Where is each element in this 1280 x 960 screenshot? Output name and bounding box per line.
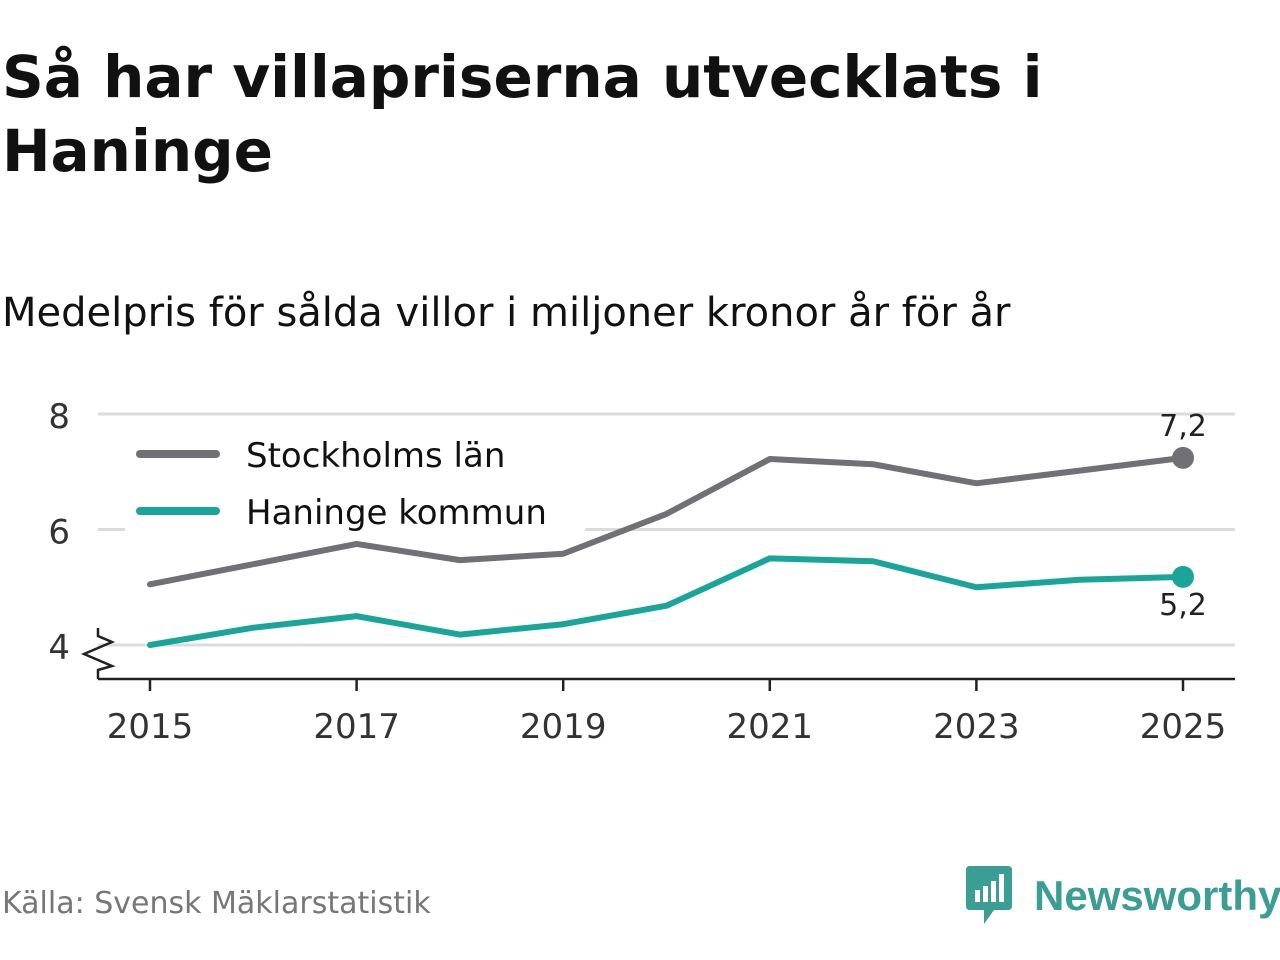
series-line-0 xyxy=(147,454,1186,588)
x-tick-label: 2017 xyxy=(313,707,400,747)
legend-label-0: Stockholms län xyxy=(246,436,505,476)
legend-label-1: Haninge kommun xyxy=(246,493,547,533)
x-tick-label: 2025 xyxy=(1140,707,1227,747)
y-tick-label: 8 xyxy=(48,397,70,437)
y-tick-label: 6 xyxy=(48,513,70,553)
newsworthy-logo-icon xyxy=(966,866,1012,924)
y-tick-label: 4 xyxy=(48,628,70,668)
series-end-label-1: 5,2 xyxy=(1159,588,1207,623)
legend-background xyxy=(125,428,585,536)
x-tick-label: 2019 xyxy=(520,707,607,747)
x-tick-label: 2015 xyxy=(107,707,194,747)
y-axis-break xyxy=(80,628,116,679)
newsworthy-logo[interactable]: Newsworthy xyxy=(964,866,1280,926)
series-end-point-1 xyxy=(1172,565,1194,588)
newsworthy-logo-text: Newsworthy xyxy=(1034,872,1280,919)
series-line-1 xyxy=(147,555,1186,648)
source-note: Källa: Svensk Mäklarstatistik xyxy=(2,886,431,921)
chart-subtitle: Medelpris för sålda villor i miljoner kr… xyxy=(2,290,1011,336)
series-end-label-0: 7,2 xyxy=(1159,409,1207,444)
line-chart: 4 6 8 2015 2017 2019 2021 2023 2025 7,2 5,2 Stock… xyxy=(48,397,1235,747)
series-end-point-0 xyxy=(1172,446,1194,469)
x-tick-label: 2023 xyxy=(933,707,1020,747)
x-tick-label: 2021 xyxy=(727,707,814,747)
chart-title: Så har villapriserna utvecklats i Haning… xyxy=(2,43,1043,185)
